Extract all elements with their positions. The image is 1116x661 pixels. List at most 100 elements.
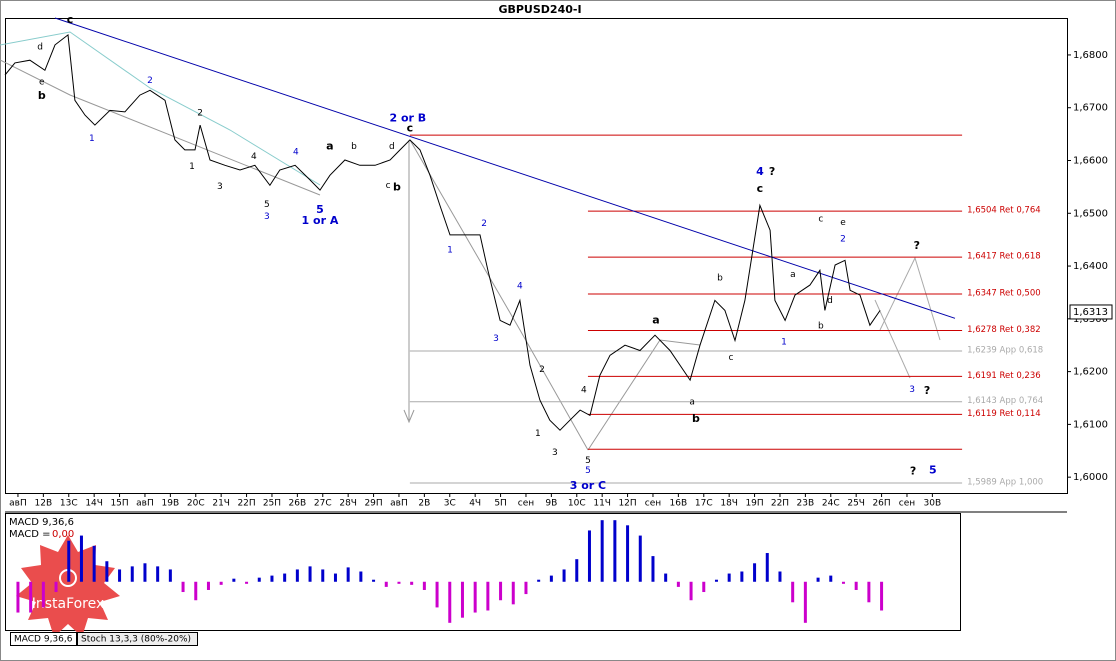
y-tick-label: 1,6800: [1073, 50, 1108, 61]
macd-bar: [118, 569, 122, 582]
wave-label: 2: [481, 219, 487, 229]
wave-label: 3: [264, 212, 270, 222]
macd-bar: [473, 581, 477, 613]
macd-bar: [92, 545, 96, 582]
macd-bar: [397, 581, 401, 584]
wave-label: 2: [840, 235, 846, 245]
x-tick-label: 12П: [618, 499, 636, 509]
x-tick-label: 11Ч: [593, 499, 611, 509]
current-price-label: 1,6313: [1073, 307, 1108, 318]
macd-bar: [486, 581, 490, 611]
macd-bar: [245, 581, 249, 584]
forecast-path: [879, 256, 941, 341]
wave-label: 4: [517, 282, 523, 292]
x-tick-label: авП: [9, 499, 27, 509]
macd-bar: [651, 556, 655, 582]
macd-bar: [143, 563, 147, 582]
level-label: 1,6504 Ret 0,764: [967, 206, 1041, 216]
wave-label: 1: [189, 162, 195, 172]
macd-bar: [41, 581, 45, 608]
y-tick-label: 1,6100: [1073, 419, 1108, 430]
level-label: 1,6278 Ret 0,382: [967, 325, 1041, 335]
wave-label: 3: [217, 182, 223, 192]
wave-label: c: [728, 353, 733, 363]
tab[interactable]: [10, 632, 77, 646]
wave-label: d: [827, 296, 833, 306]
wave-line: [0, 59, 321, 196]
forecast-path: [874, 299, 911, 379]
tab-label[interactable]: Stoch 13,3,3 (80%-20%): [81, 635, 191, 645]
wave-label: 1: [781, 338, 787, 348]
macd-bar: [626, 525, 630, 582]
macd-bar: [499, 581, 503, 601]
macd-bar: [689, 581, 693, 601]
wave-label: 2: [539, 365, 545, 375]
macd-bar: [791, 581, 795, 603]
x-tick-label: 25Ч: [847, 499, 865, 509]
wave-label: 4: [581, 386, 587, 396]
wave-label: ?: [910, 464, 916, 477]
wave-label: 1: [535, 429, 541, 439]
wave-label: 2: [197, 109, 203, 119]
x-tick-label: 4Ч: [469, 499, 481, 509]
wave-label: a: [790, 270, 796, 280]
wave-label: a: [652, 313, 659, 326]
x-tick-label: 30В: [924, 499, 942, 509]
wave-label: b: [818, 322, 824, 332]
macd-bar: [67, 540, 71, 582]
wave-label: d: [389, 142, 395, 152]
macd-bar: [740, 571, 744, 582]
macd-bar: [867, 581, 871, 603]
macd-bar: [54, 581, 58, 593]
macd-bar: [219, 581, 223, 585]
macd-bar: [549, 575, 553, 582]
macd-bar: [372, 579, 376, 582]
macd-current-value: 0,00: [52, 529, 74, 540]
wave-label: c: [386, 181, 391, 191]
wave-label: b: [717, 274, 723, 284]
macd-bar: [537, 579, 541, 582]
x-tick-label: 13С: [60, 499, 78, 509]
level-label: 1,5989 App 1,000: [967, 477, 1043, 487]
macd-bar: [194, 581, 198, 601]
macd-bar: [638, 535, 642, 582]
x-tick-label: 15П: [110, 499, 128, 509]
x-tick-label: авП: [390, 499, 408, 509]
macd-bar: [600, 520, 604, 582]
y-tick-label: 1,6500: [1073, 208, 1108, 219]
trend-line: [54, 17, 956, 319]
macd-bar: [753, 563, 757, 582]
wave-label: ?: [924, 384, 930, 397]
x-tick-label: 26П: [872, 499, 890, 509]
macd-bar: [321, 569, 325, 582]
level-label: 1,6347 Ret 0,500: [967, 289, 1041, 299]
wave-label: a: [326, 139, 333, 152]
wave-label: a: [689, 398, 695, 408]
wave-label: b: [38, 89, 46, 102]
x-tick-label: 20С: [187, 499, 205, 509]
x-tick-label: 2В: [418, 499, 430, 509]
wave-label: 5: [316, 203, 324, 216]
macd-bar: [854, 581, 858, 590]
macd-bar: [524, 581, 528, 595]
x-tick-label: 19П: [745, 499, 763, 509]
y-tick-label: 1,6000: [1073, 472, 1108, 483]
wave-label: 4: [251, 152, 257, 162]
macd-bar: [270, 575, 274, 582]
macd-bar: [257, 577, 261, 582]
wave-label: 5: [264, 200, 270, 210]
x-tick-label: 28Ч: [339, 499, 357, 509]
level-label: 1,6239 App 0,618: [967, 346, 1043, 356]
macd-bar: [829, 575, 833, 582]
wave-line: [0, 31, 321, 186]
current-price-box: [1069, 304, 1113, 320]
tab-label[interactable]: MACD 9,36,6: [14, 635, 73, 645]
tab[interactable]: [77, 632, 198, 646]
x-tick-label: 14Ч: [85, 499, 103, 509]
macd-bar: [130, 566, 134, 582]
x-tick-label: 19В: [162, 499, 180, 509]
macd-current-label: MACD =: [9, 529, 51, 540]
wave-label: 5: [929, 463, 937, 476]
macd-bar: [333, 573, 337, 582]
macd-bar: [295, 569, 299, 582]
